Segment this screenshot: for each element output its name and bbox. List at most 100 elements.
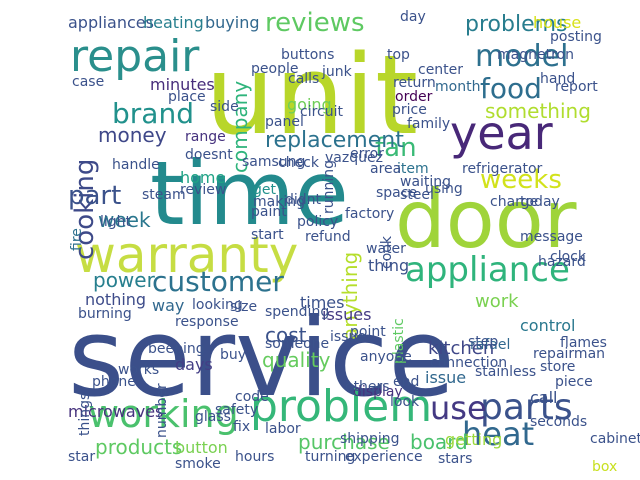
cloud-word: today <box>520 194 560 210</box>
cloud-word: size <box>230 299 258 315</box>
cloud-word: buying <box>205 13 260 32</box>
cloud-word: flames <box>560 335 607 351</box>
cloud-word: door <box>395 173 577 266</box>
cloud-word: number <box>154 383 170 439</box>
cloud-word: look <box>390 394 420 410</box>
cloud-word: hand <box>540 71 576 87</box>
cloud-word: item <box>397 161 429 177</box>
cloud-word: using <box>425 181 463 197</box>
cloud-word: days <box>175 355 213 374</box>
cloud-word: charge <box>490 194 539 210</box>
cloud-word: range <box>185 129 226 145</box>
cloud-word: error <box>350 146 384 162</box>
cloud-word: junk <box>322 64 352 80</box>
cloud-word: doesnt <box>185 147 233 163</box>
cloud-word: policy <box>297 214 339 230</box>
cloud-word: issues <box>322 305 372 324</box>
cloud-word: cost <box>265 323 307 347</box>
cloud-word: steel <box>400 187 434 203</box>
cloud-word: turning <box>305 449 356 465</box>
cloud-word: service <box>68 296 455 421</box>
cloud-word: connection <box>430 355 508 371</box>
cloud-word: spending <box>265 304 330 320</box>
cloud-word: working <box>88 392 239 436</box>
cloud-word: waiting <box>400 174 452 190</box>
cloud-word: glass <box>195 409 231 425</box>
cloud-word: issue <box>330 329 366 345</box>
cloud-word: food <box>480 72 542 105</box>
cloud-word: light <box>100 214 132 230</box>
cloud-word: water <box>366 241 406 257</box>
cloud-word: center <box>418 62 464 78</box>
cloud-word: labor <box>265 421 301 437</box>
cloud-word: refrigerator <box>462 161 543 177</box>
cloud-word: replacement <box>265 128 404 153</box>
cloud-word: products <box>95 435 183 459</box>
cloud-word: seconds <box>530 414 588 430</box>
cloud-word: stars <box>438 451 473 467</box>
cloud-word: calls <box>288 71 320 87</box>
cloud-word: nothing <box>85 290 147 309</box>
cloud-word: things <box>77 392 93 437</box>
cloud-word: thing <box>368 256 410 275</box>
cloud-word: point <box>350 324 386 340</box>
cloud-word: way <box>152 296 185 315</box>
cloud-word: appliance <box>405 250 570 290</box>
cloud-word: hours <box>235 449 275 465</box>
cloud-word: appliances <box>68 13 154 32</box>
cloud-word: store <box>540 359 576 375</box>
cloud-word: time <box>150 142 349 245</box>
cloud-word: magnetron <box>497 47 574 63</box>
cloud-word: weeks <box>480 165 562 195</box>
cloud-word: step <box>468 334 499 350</box>
cloud-word: paint <box>251 204 287 220</box>
cloud-word: customer <box>152 265 284 298</box>
cloud-word: factory <box>345 206 395 222</box>
cloud-word: didnt <box>285 192 322 208</box>
cloud-word: running <box>321 159 337 214</box>
cloud-word: something <box>485 99 591 123</box>
cloud-word: kitchen <box>428 338 495 359</box>
cloud-word: purchase <box>298 430 390 454</box>
cloud-word: part <box>68 181 122 211</box>
cloud-word: rafael <box>470 337 511 353</box>
cloud-word: steam <box>142 187 186 203</box>
cloud-word: vazquez <box>325 150 383 166</box>
cloud-word: quality <box>262 348 331 372</box>
cloud-word: board <box>410 430 468 454</box>
cloud-word: cabinet <box>590 431 640 447</box>
cloud-word: stainless <box>475 364 537 380</box>
cloud-word: handle <box>112 157 160 173</box>
cloud-word: heating <box>143 13 204 32</box>
cloud-word: side <box>210 99 239 115</box>
cloud-word: going <box>287 95 332 114</box>
cloud-word: day <box>400 9 426 25</box>
cloud-word: work <box>475 291 519 312</box>
cloud-word: burning <box>78 306 132 322</box>
cloud-word: works <box>118 362 160 378</box>
cloud-word: space <box>376 185 418 201</box>
cloud-word: fire <box>69 227 85 251</box>
cloud-word: response <box>175 314 239 330</box>
cloud-word: repairman <box>533 346 606 362</box>
cloud-word: display <box>353 384 403 400</box>
cloud-word: times <box>300 293 345 312</box>
cloud-word: fix <box>233 419 251 435</box>
cloud-word: experience <box>345 449 423 465</box>
cloud-word: use <box>430 389 487 427</box>
cloud-word: review <box>180 182 227 198</box>
cloud-word: order <box>395 89 433 105</box>
cloud-word: problems <box>465 12 568 37</box>
cloud-word: month <box>435 79 481 95</box>
cloud-word: microwaves <box>68 402 164 421</box>
cloud-word: problem <box>250 381 433 432</box>
cloud-word: check <box>278 155 319 171</box>
cloud-word: area <box>370 161 402 177</box>
cloud-word: smoke <box>175 456 221 472</box>
cloud-word: return <box>393 75 436 91</box>
cloud-word: repair <box>70 31 200 82</box>
cloud-word: parts <box>480 387 573 428</box>
cloud-word: home <box>180 168 226 187</box>
cloud-word: message <box>520 229 583 245</box>
cloud-word: start <box>251 227 284 243</box>
